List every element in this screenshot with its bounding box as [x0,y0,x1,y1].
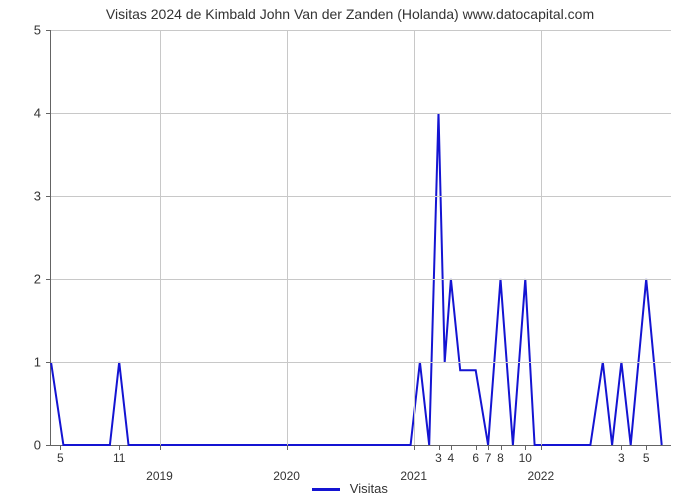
xtick-mark [160,445,161,450]
xtick-label: 3 [618,451,625,465]
ytick-mark [46,113,51,114]
chart-title: Visitas 2024 de Kimbald John Van der Zan… [0,6,700,22]
xtick-mark [476,445,477,450]
xtick-mark [414,445,415,450]
xtick-mark [451,445,452,450]
ytick-label: 1 [34,355,41,370]
xtick-mark [287,445,288,450]
gridline-v [414,30,415,445]
xtick-label: 7 [485,451,492,465]
xtick-label: 5 [643,451,650,465]
gridline-h [51,362,671,363]
xtick-mark [439,445,440,450]
xtick-label: 10 [519,451,532,465]
ytick-label: 4 [34,106,41,121]
ytick-mark [46,30,51,31]
ytick-label: 0 [34,438,41,453]
xtick-label: 11 [113,451,125,465]
xtick-label: 8 [497,451,504,465]
xtick-mark [501,445,502,450]
plot-area: 0123452019202020212022511346781035 [50,30,671,446]
xtick-label: 6 [472,451,479,465]
gridline-v [541,30,542,445]
xtick-mark [119,445,120,450]
ytick-label: 5 [34,23,41,38]
xtick-mark [621,445,622,450]
gridline-v [287,30,288,445]
ytick-mark [46,196,51,197]
xtick-mark [60,445,61,450]
xtick-label: 3 [435,451,442,465]
gridline-h [51,30,671,31]
gridline-h [51,279,671,280]
xtick-label: 4 [448,451,455,465]
ytick-mark [46,279,51,280]
line-series [51,30,671,445]
gridline-v [160,30,161,445]
xtick-mark [525,445,526,450]
legend-label: Visitas [350,481,388,496]
ytick-label: 2 [34,272,41,287]
xtick-label: 5 [57,451,64,465]
chart-container: Visitas 2024 de Kimbald John Van der Zan… [0,0,700,500]
gridline-h [51,196,671,197]
ytick-mark [46,445,51,446]
xtick-mark [488,445,489,450]
gridline-h [51,113,671,114]
xtick-mark [646,445,647,450]
ytick-mark [46,362,51,363]
legend: Visitas [0,481,700,496]
ytick-label: 3 [34,189,41,204]
legend-swatch [312,488,340,491]
xtick-mark [541,445,542,450]
